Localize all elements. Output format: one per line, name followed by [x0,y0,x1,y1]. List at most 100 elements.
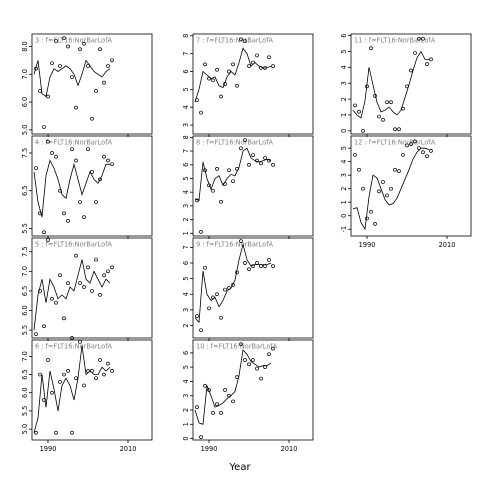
data-point [82,383,86,388]
data-point [34,166,38,170]
data-point [98,177,102,182]
data-point [429,57,433,62]
data-point [110,369,114,373]
y-tick-label: 5.0 [21,424,29,435]
data-point [102,154,106,159]
data-point [70,75,74,79]
data-point [98,358,102,362]
data-point [267,158,271,163]
y-tick-label: 7.0 [21,266,29,277]
y-tick-label: 4 [182,105,190,109]
y-tick-label: 7 [182,245,190,249]
data-point [267,258,271,262]
data-point [235,270,239,275]
panel-frame [31,33,153,135]
y-tick-label: 2 [340,97,348,101]
data-point [353,153,357,157]
data-point [263,66,267,70]
y-tick-label: 7.0 [21,69,29,80]
data-point [50,151,54,155]
panel-title: 6 : f=FLT16:NorBarLofA [35,343,113,351]
y-tick-label: 5 [340,49,348,53]
data-point [215,167,219,171]
data-point [102,372,106,377]
data-point [413,139,417,144]
y-tick-label: 7.0 [21,351,29,362]
data-point [381,180,385,184]
panel-title: 4 : f=FLT16:NorBarLofA [35,139,113,147]
data-point [409,68,413,73]
data-point [417,36,421,41]
data-point [86,369,90,373]
data-point [381,117,385,122]
data-point [70,336,74,340]
y-tick-label: 3 [182,308,190,312]
data-point [110,265,114,270]
data-point [385,100,389,105]
y-tick-label: 6.5 [21,369,29,380]
trend-line [352,147,430,231]
data-point [82,285,86,289]
data-point [243,358,247,362]
data-point [223,388,227,392]
y-tick-label: 6 [340,33,348,37]
data-point [70,147,74,152]
panel-frame [350,33,472,135]
data-point [231,179,235,184]
panel-title: 5 : f=FLT16:NorBarLofA [35,241,113,249]
data-point [195,405,199,409]
data-point [211,188,215,193]
x-axis-label: Year [228,462,251,473]
data-point [219,315,223,320]
data-point [377,114,381,119]
data-point [421,150,425,155]
data-point [66,44,70,49]
panel-frame [31,135,153,237]
data-point [239,146,243,151]
data-point [247,64,251,68]
data-point [90,169,94,174]
data-point [58,188,62,193]
data-point [417,146,421,151]
panel-7: 5 : f=FLT16:NorBarLofA 5.5 6.0 6.5 7.0 7.5 [21,237,153,341]
data-point [54,430,58,435]
y-tick-label: 6.5 [21,185,29,196]
y-tick-label: 5.5 [21,406,29,417]
data-point [219,411,223,415]
data-point [62,211,66,216]
y-tick-label: 7 [182,149,190,153]
data-point [255,158,259,163]
data-point [271,264,275,268]
data-point [54,300,58,305]
data-point [106,64,110,68]
y-tick-label: 6.0 [21,97,29,108]
y-tick-label: 4 [182,292,190,296]
data-point [259,161,263,166]
data-point [66,369,70,373]
data-point [223,287,227,292]
panel-3: 11 : f=FLT16:NorBarLofA 0 1 2 3 4 5 6 [340,33,472,137]
y-tick-label: 5 [182,277,190,281]
data-point [271,162,275,167]
y-tick-label: 3 [340,81,348,85]
data-point [421,36,425,41]
y-tick-label: 5 [182,176,190,180]
panel-2: 7 : f=FLT16:NorBarLofA 3 4 5 6 7 8 [182,33,314,137]
data-point [389,186,393,191]
y-tick-label: 1 [182,231,190,235]
y-tick-label: -1 [340,226,348,233]
panel-frame [350,135,472,237]
data-point [377,189,381,194]
panel-6: 12 : f=FLT16:NorBarLofA -1 0 1 2 3 4 5 1990 2010 [340,135,472,249]
panel-5: 8 : f=FLT16:NorBarLofA 1 2 3 4 5 6 7 8 [182,135,314,239]
panel-frame [192,135,314,237]
data-point [102,273,106,278]
data-point [219,94,223,99]
trend-line [194,244,272,324]
data-point [247,362,251,367]
data-point [90,116,94,121]
data-point [203,168,207,173]
data-point [401,153,405,157]
data-point [227,69,231,74]
y-tick-label: 8.0 [21,41,29,52]
